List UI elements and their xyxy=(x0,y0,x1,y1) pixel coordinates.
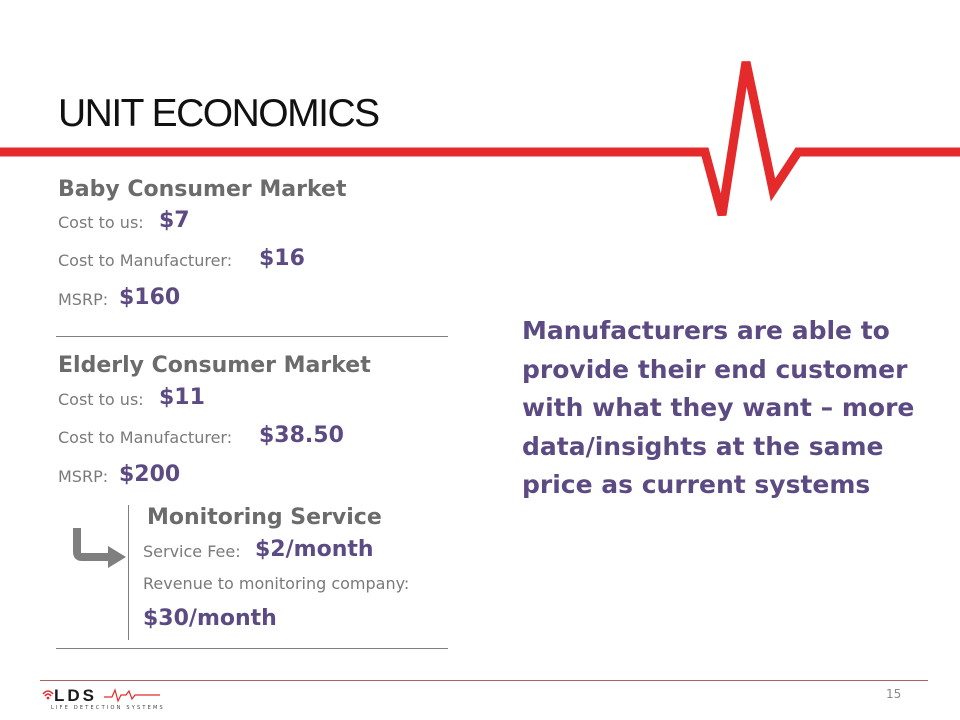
revenue-value: $30/month xyxy=(143,606,277,631)
service-fee-label: Service Fee: xyxy=(143,542,241,561)
baby-market-heading: Baby Consumer Market xyxy=(58,177,347,202)
page-number: 15 xyxy=(886,687,902,701)
elderly-market-heading: Elderly Consumer Market xyxy=(58,353,371,378)
logo-heartbeat-icon xyxy=(104,688,160,703)
heartbeat-line-graphic xyxy=(0,61,960,217)
baby-msrp-label: MSRP: xyxy=(58,290,109,309)
logo-tagline: LIFE DETECTION SYSTEMS xyxy=(51,705,165,711)
elderly-cost-to-us-value: $11 xyxy=(159,385,205,410)
service-fee-value: $2/month xyxy=(255,537,374,562)
slide-title: UNIT ECONOMICS xyxy=(58,92,380,135)
turn-right-arrow-icon xyxy=(73,528,126,568)
baby-cost-to-manufacturer-label: Cost to Manufacturer: xyxy=(58,251,233,270)
baby-cost-to-us-label: Cost to us: xyxy=(58,213,144,232)
wireless-signal-icon xyxy=(42,690,54,700)
elderly-cost-to-manufacturer-label: Cost to Manufacturer: xyxy=(58,428,233,447)
elderly-msrp-value: $200 xyxy=(119,462,181,487)
callout-text: Manufacturers are able to provide their … xyxy=(522,316,915,499)
revenue-label: Revenue to monitoring company: xyxy=(143,574,410,593)
baby-msrp-value: $160 xyxy=(119,285,181,310)
section-divider xyxy=(56,336,448,337)
elderly-cost-to-us-label: Cost to us: xyxy=(58,390,144,409)
elderly-msrp-label: MSRP: xyxy=(58,467,109,486)
baby-cost-to-us-value: $7 xyxy=(159,208,190,233)
baby-cost-to-manufacturer-value: $16 xyxy=(259,246,305,271)
logo-wordmark: LDS xyxy=(54,686,97,705)
monitoring-service-heading: Monitoring Service xyxy=(147,505,382,530)
footer-rule xyxy=(40,680,928,681)
elderly-cost-to-manufacturer-value: $38.50 xyxy=(259,423,344,448)
company-logo: LDS LIFE DETECTION SYSTEMS xyxy=(42,686,172,716)
section-divider-bottom xyxy=(56,648,448,649)
monitoring-vertical-divider xyxy=(128,505,129,640)
